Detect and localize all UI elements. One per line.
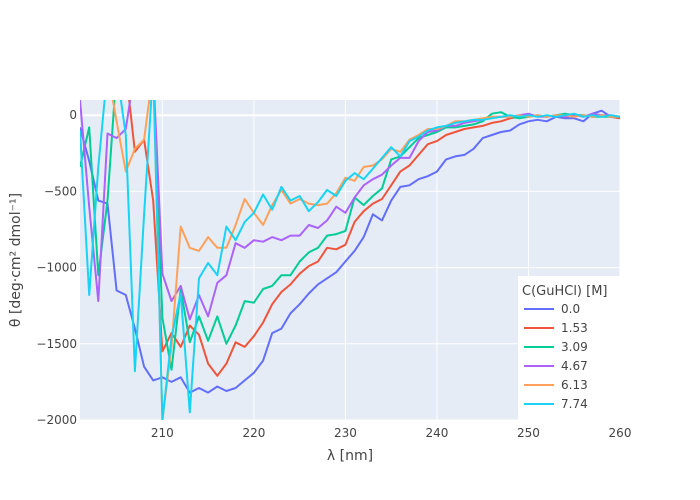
legend-title: C(GuHCl) [M]: [522, 284, 608, 299]
legend-label: 1.53: [561, 321, 588, 335]
y-tick-label: −1000: [36, 261, 77, 275]
legend-label: 3.09: [561, 340, 588, 354]
series-layer: [80, 100, 620, 420]
x-tick-label: 250: [517, 426, 540, 440]
legend-label: 6.13: [561, 378, 588, 392]
tick-labels: 210 220 230 240 250 260 0 −500 −1000 −1500 −2000: [36, 108, 631, 440]
series-line-5: [80, 100, 620, 420]
series-line-3: [80, 100, 620, 321]
y-tick-label: −2000: [36, 413, 77, 427]
y-tick-label: −1500: [36, 337, 77, 351]
y-tick-label: 0: [69, 108, 77, 122]
x-tick-label: 210: [151, 426, 174, 440]
y-tick-label: −500: [44, 184, 77, 198]
legend-label: 0.0: [561, 302, 580, 316]
x-axis-title: λ [nm]: [327, 448, 373, 464]
series-line-0: [80, 109, 620, 394]
legend-label: 4.67: [561, 359, 588, 373]
x-tick-label: 260: [609, 426, 632, 440]
x-tick-label: 240: [425, 426, 448, 440]
legend: C(GuHCl) [M] 0.0 1.53 3.09 4.67 6.13 7.74: [518, 276, 620, 420]
legend-label: 7.74: [561, 397, 588, 411]
y-axis-title: θ [deg·cm² dmol⁻¹]: [8, 193, 24, 327]
legend-items: 0.0 1.53 3.09 4.67 6.13 7.74: [524, 302, 588, 411]
x-tick-label: 220: [242, 426, 265, 440]
x-tick-label: 230: [334, 426, 357, 440]
